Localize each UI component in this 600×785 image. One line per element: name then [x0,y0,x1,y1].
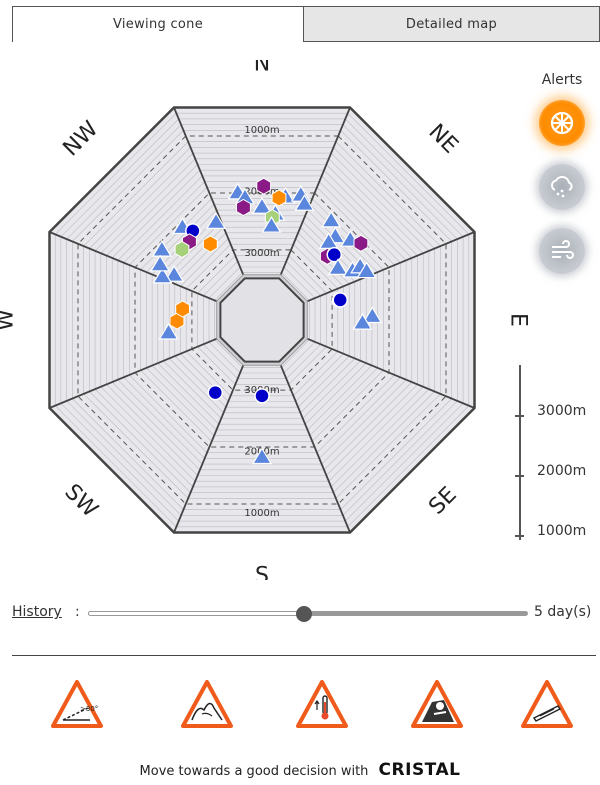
scale-tick [515,535,524,537]
observation-dot-icon [254,388,270,404]
sun-icon [550,111,574,135]
avalanche-observation-icon [251,447,273,465]
footer-text: Move towards a good decision with [139,764,369,779]
rose-observations [150,177,383,465]
avalanche-observation-icon [327,258,349,275]
ring-label-north: 3000m [244,248,279,259]
hex-orange-icon [202,235,218,253]
divider [12,655,596,656]
altitude-ring [191,249,333,391]
hex-purple-icon [353,234,369,252]
history-colon: : [75,604,80,620]
direction-label-nw: NW [59,116,104,161]
ring-label-south: 1000m [244,508,279,519]
history-control: History : 5 day(s) [12,600,600,628]
avalanche-observation-icon [251,197,273,214]
tab-detailed-map[interactable]: Detailed map [304,6,600,42]
terrain-trap-icon[interactable] [180,678,234,732]
observation-dot-icon [332,292,348,308]
temperature-rise-icon[interactable] [295,678,349,732]
scale-tick [515,415,524,417]
direction-label-n: N [254,60,270,77]
scale-label-1000: 1000m [537,523,587,539]
avalanche-observation-icon [261,215,282,233]
sector-divider [173,107,246,279]
slope-30-text: >30° [80,705,98,713]
avalanche-observation-icon [152,266,173,284]
scale-tick [515,475,524,477]
footer: Move towards a good decision with CRISTA… [0,760,600,780]
avalanche-observation-icon [158,322,179,340]
history-slider[interactable] [88,606,528,622]
slider-track-filled [88,611,301,616]
sector-divider [49,231,221,304]
avalanche-observation-icon [321,210,342,228]
hex-green-icon [174,240,190,259]
avalanche-observation-icon [164,265,185,282]
direction-label-se: SE [424,482,461,519]
avalanche-observation-icon [294,194,315,211]
avalanche-observation-icon [151,239,172,257]
avalanche-observation-icon [205,212,227,229]
hex-purple-icon [236,198,251,217]
wind-alert-button[interactable] [539,228,585,274]
sector-divider [278,107,351,279]
direction-label-s: S [255,564,269,581]
hex-orange-icon [271,189,287,207]
history-value: 5 day(s) [534,604,592,620]
tab-viewing-cone[interactable]: Viewing cone [12,6,304,42]
direction-label-sw: SW [60,480,103,523]
sector-divider [49,336,221,409]
glide-crack-icon[interactable] [520,678,574,732]
snow-alert-button[interactable] [539,164,585,210]
slope-30-icon[interactable]: >30° [50,678,104,732]
scale-label-2000: 2000m [537,463,587,479]
direction-label-ne: NE [423,119,462,158]
sector-divider [303,336,475,409]
scale-label-3000: 3000m [537,403,587,419]
rose-svg: NNEESESSWWNW1000m1000m2000m2000m3000m300… [0,60,530,580]
history-label: History [12,604,62,620]
observation-dot-icon [326,246,343,263]
aspect-elevation-rose: NNEESESSWWNW1000m1000m2000m2000m3000m300… [0,60,530,580]
alerts-title: Alerts [541,72,583,88]
avalanche-observation-icon [362,306,383,324]
center-hub [219,277,305,363]
sun-alert-button[interactable] [539,100,585,146]
wind-icon [552,240,574,259]
observation-dot-icon [207,384,224,401]
sector-divider [173,361,246,533]
hex-orange-icon [175,300,190,318]
direction-label-e: E [506,313,531,327]
hex-purple-icon [256,177,272,195]
avalanche-observation-icon [356,261,377,279]
hazard-icons: >30° [40,678,580,738]
direction-label-w: W [0,309,19,331]
sector-divider [278,361,351,533]
altitude-scale: 3000m 2000m 1000m [515,365,600,545]
avalanche-observation-icon [318,232,339,249]
scale-axis [519,365,521,540]
ring-label-north: 1000m [244,125,279,136]
brand-logo: CRISTAL [378,760,461,780]
skier-hazard-icon[interactable] [410,678,464,732]
avalanche-observation-icon [150,254,171,272]
avalanche-observation-icon [352,312,373,330]
rose-base: NNEESESSWWNW1000m1000m2000m2000m3000m300… [0,60,530,580]
alerts-panel: Alerts [530,72,594,292]
slider-thumb[interactable] [295,606,312,622]
snow-cloud-icon [550,175,573,198]
hex-orange-icon [169,312,185,330]
view-tabs: Viewing cone Detailed map [12,6,600,42]
sector-divider [303,231,475,304]
